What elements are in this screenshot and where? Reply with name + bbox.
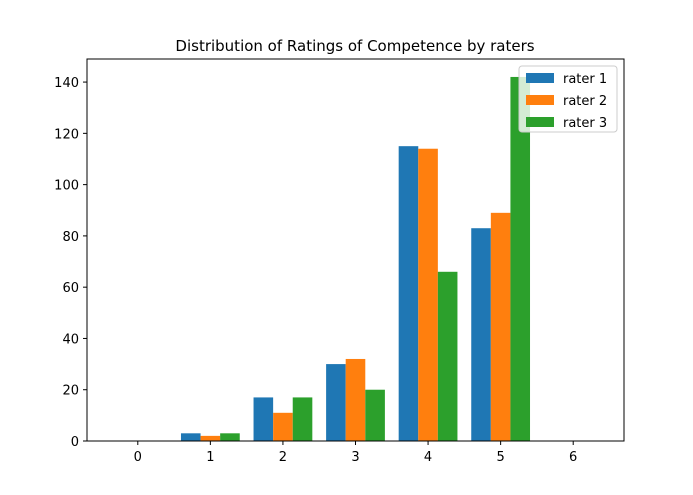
plot-area [180,76,531,442]
bar-rater-3-rating-5 [510,76,531,441]
y-tick-label: 80 [62,230,79,245]
x-tick-label: 1 [206,450,214,465]
legend-label-2: rater 2 [563,94,607,109]
chart-title: Distribution of Ratings of Competence by… [175,37,534,55]
series-3 [220,76,531,441]
bar-rater-1-rating-4 [398,146,419,442]
y-tick-label: 0 [71,435,79,450]
legend-label-3: rater 3 [563,116,607,131]
legend: rater 1 rater 2 rater 3 [518,65,618,133]
y-tick-label: 60 [62,281,79,296]
x-tick-label: 3 [351,450,359,465]
bar-rater-1-rating-2 [253,397,274,441]
bar-rater-2-rating-1 [200,435,221,441]
bar-rater-1-rating-5 [471,228,491,441]
y-tick-label: 20 [62,384,79,399]
x-tick-label: 5 [496,450,504,465]
legend-swatch-2 [526,95,554,105]
bar-rater-3-rating-1 [220,433,240,441]
series-2 [200,148,511,442]
bar-rater-3-rating-3 [365,389,385,441]
y-tick-label: 140 [54,76,79,91]
y-tick-label: 120 [54,127,79,142]
bar-rater-1-rating-1 [180,433,201,441]
series-1 [180,146,491,442]
bar-rater-2-rating-5 [490,212,511,441]
bar-rater-2-rating-2 [273,412,293,441]
bar-rater-2-rating-4 [418,148,438,442]
x-tick-label: 6 [569,450,577,465]
legend-swatch-1 [526,73,554,83]
bar-rater-3-rating-4 [437,271,458,441]
x-tick-label: 2 [279,450,287,465]
bar-rater-2-rating-3 [345,358,366,441]
x-tick-label: 4 [424,450,432,465]
x-tick-label: 0 [134,450,142,465]
bar-rater-3-rating-2 [292,397,313,441]
y-tick-label: 40 [62,332,79,347]
y-tick-label: 100 [54,179,79,194]
legend-label-1: rater 1 [563,72,607,87]
legend-swatch-3 [526,117,554,127]
bar-rater-1-rating-3 [326,364,346,441]
